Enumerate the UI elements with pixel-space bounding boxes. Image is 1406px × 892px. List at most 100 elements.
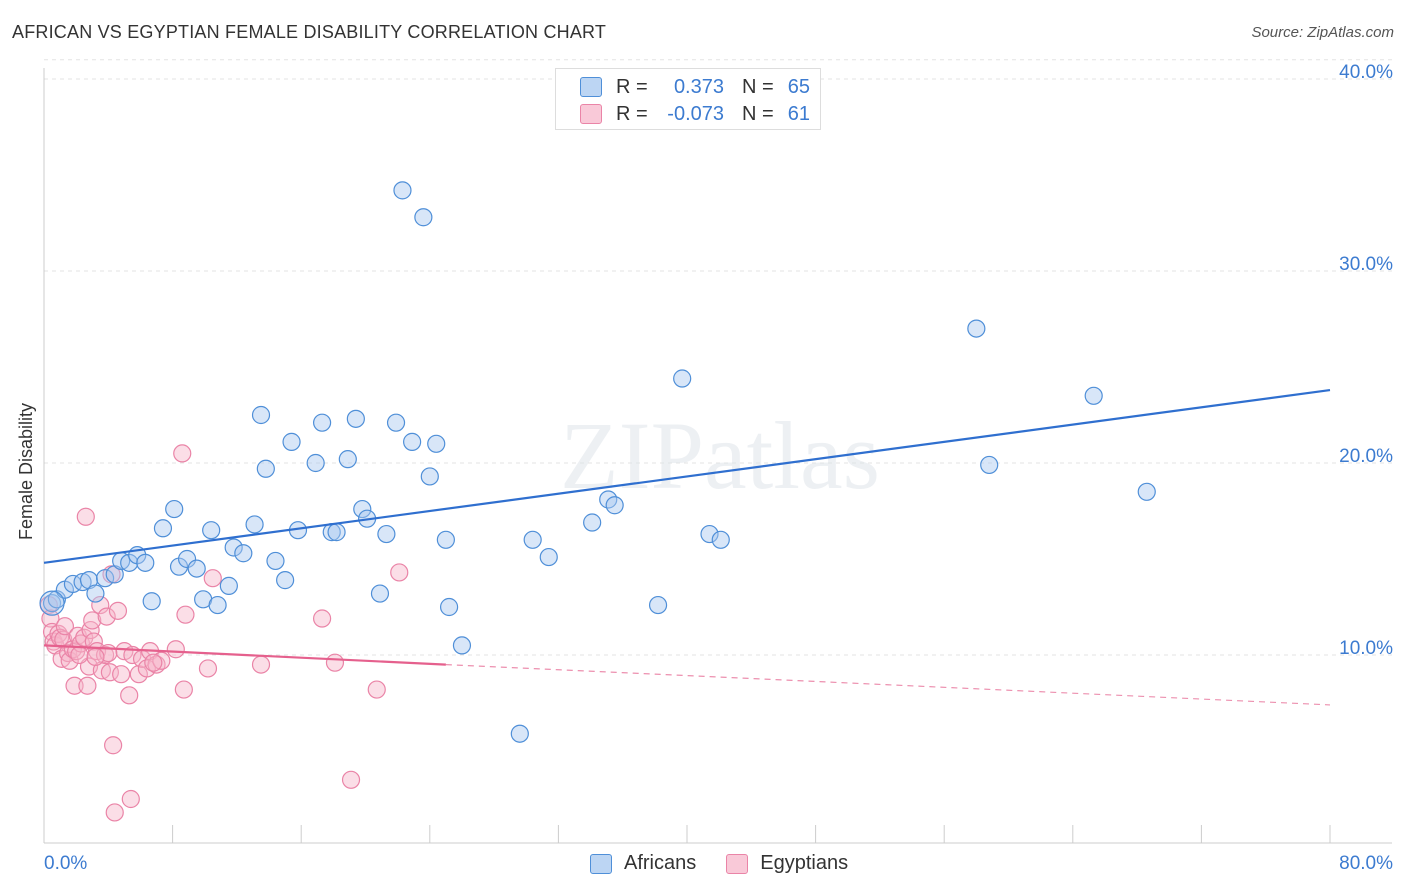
egyptians-points — [39, 444, 409, 822]
egyptians-point — [84, 632, 103, 651]
africans-point — [452, 636, 472, 655]
africans-point — [523, 530, 542, 549]
source-label: Source: ZipAtlas.com — [1251, 24, 1394, 41]
africans-swatch — [590, 853, 612, 874]
grid-lines — [44, 59, 1392, 656]
africans-point — [39, 590, 65, 616]
egyptians-point — [390, 563, 409, 582]
legend-item-egyptians[interactable]: Egyptians — [726, 852, 848, 875]
x-tick-label: 0.0% — [44, 853, 87, 874]
egyptians-point — [60, 651, 79, 670]
legend-row-egyptians: R = -0.073 N = 61 — [580, 102, 810, 126]
trend-lines — [43, 388, 1331, 706]
africans-point — [403, 432, 422, 451]
africans-point — [86, 584, 105, 603]
egyptians-swatch — [580, 104, 602, 124]
egyptians-point — [76, 507, 95, 526]
africans-points — [39, 181, 1156, 743]
africans-point — [312, 413, 332, 432]
africans-point — [353, 499, 372, 519]
egyptians-point — [55, 617, 74, 636]
africans-point — [420, 467, 439, 486]
africans-point — [73, 572, 92, 592]
egyptians-point — [108, 601, 128, 620]
africans-point — [346, 409, 365, 428]
egyptians-swatch — [726, 853, 749, 874]
egyptians-point — [100, 663, 120, 682]
egyptians-point — [198, 659, 218, 678]
africans-point — [142, 592, 161, 611]
egyptians-point — [174, 680, 193, 699]
egyptians-point — [325, 653, 345, 672]
egyptians-trend-line — [43, 644, 446, 666]
africans-trend-line — [43, 388, 1331, 564]
egyptians-point — [121, 789, 140, 809]
africans-swatch — [580, 77, 602, 97]
egyptians-point — [173, 444, 192, 463]
egyptians-point — [251, 655, 271, 674]
africans-point — [605, 496, 624, 515]
watermark: ZIPatlas — [560, 402, 880, 509]
series-legend: Africans Egyptians — [590, 852, 878, 875]
legend-label-africans: Africans — [624, 852, 697, 874]
africans-point — [153, 519, 173, 538]
legend-label-egyptians: Egyptians — [760, 852, 849, 874]
chart-title: AFRICAN VS EGYPTIAN FEMALE DISABILITY CO… — [12, 22, 607, 42]
africans-point — [370, 584, 390, 603]
legend-r-label: R = — [616, 75, 648, 98]
africans-point — [95, 569, 115, 588]
y-tick-label: 40.0% — [1339, 62, 1393, 83]
africans-point — [648, 595, 668, 615]
africans-point — [256, 459, 275, 478]
africans-point — [177, 549, 197, 569]
egyptians-point — [70, 645, 89, 665]
africans-point — [1137, 482, 1156, 501]
egyptians-point — [86, 647, 105, 667]
egyptians-point — [54, 630, 73, 649]
africans-point — [967, 319, 986, 338]
africans-point — [583, 513, 602, 532]
africans-point — [510, 724, 529, 743]
egyptians-point — [176, 605, 195, 624]
africans-point — [251, 405, 271, 425]
africans-point — [386, 413, 406, 432]
legend-n-value: 65 — [787, 75, 810, 98]
correlation-legend: R = 0.373 N = 65 R = -0.073 N = 61 — [555, 68, 821, 130]
africans-point — [427, 434, 446, 453]
egyptians-point — [83, 611, 102, 630]
africans-point — [673, 369, 692, 388]
africans-point — [224, 538, 243, 557]
africans-point — [276, 571, 295, 590]
x-tick-label: 80.0% — [1339, 853, 1393, 874]
africans-point — [165, 499, 184, 519]
africans-point — [980, 455, 999, 475]
egyptians-point — [203, 569, 222, 588]
y-tick-label: 20.0% — [1339, 446, 1393, 467]
egyptians-point — [97, 607, 116, 626]
africans-point — [436, 530, 455, 549]
egyptians-point — [120, 686, 139, 705]
egyptians-point — [312, 609, 332, 628]
africans-point — [327, 523, 346, 542]
egyptians-point — [112, 665, 131, 684]
y-tick-label: 10.0% — [1339, 638, 1393, 659]
africans-point — [393, 181, 412, 200]
legend-r-label: R = — [616, 102, 648, 125]
legend-item-africans[interactable]: Africans — [590, 852, 696, 875]
africans-point — [136, 553, 155, 572]
y-axis-label: Female Disability — [16, 402, 36, 540]
africans-point — [414, 208, 433, 227]
africans-point — [234, 544, 253, 563]
egyptians-point — [144, 653, 163, 672]
legend-row-africans: R = 0.373 N = 65 — [580, 75, 810, 99]
africans-point — [700, 524, 719, 544]
legend-n-label: N = — [742, 102, 774, 125]
egyptians-point — [65, 676, 84, 695]
africans-point — [306, 453, 325, 473]
africans-point — [539, 547, 558, 567]
africans-point — [219, 576, 238, 595]
africans-point — [439, 597, 459, 617]
africans-point — [711, 530, 730, 549]
africans-point — [208, 595, 227, 615]
